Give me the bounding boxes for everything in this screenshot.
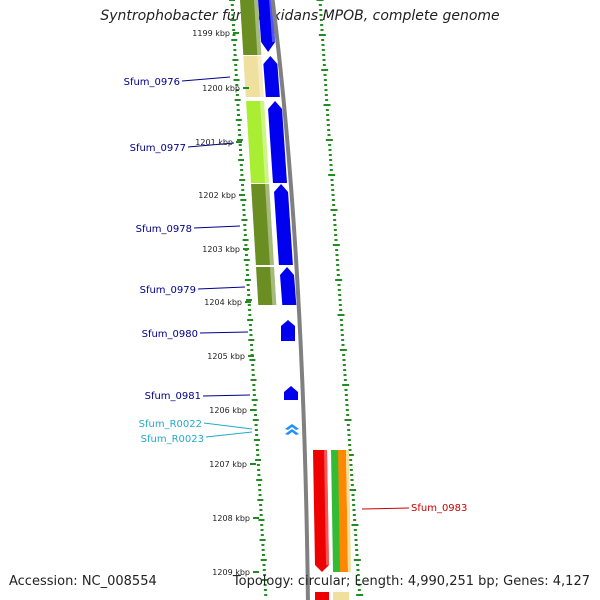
cog-segment — [243, 56, 264, 97]
cog-segment — [333, 592, 349, 600]
cds-arrow-highlight — [269, 0, 276, 42]
kbp-label: 1208 kbp — [212, 514, 250, 523]
cog-segment — [338, 450, 348, 572]
kbp-label: 1204 kbp — [204, 298, 242, 307]
cds-forward-arrow — [284, 386, 298, 400]
cog-segment-highlight — [270, 267, 277, 305]
cds-forward-arrow — [274, 184, 293, 265]
kbp-label: 1207 kbp — [209, 460, 247, 469]
cog-segment-highlight — [265, 184, 274, 265]
kbp-label: 1200 kbp — [202, 84, 240, 93]
cog-segment-highlight — [260, 101, 269, 183]
gene-label-leader — [181, 76, 231, 82]
gene-label: Sfum_R0023 — [141, 434, 204, 445]
cog-segment — [246, 101, 269, 183]
rna-feature — [285, 424, 299, 430]
cog-segment — [251, 184, 274, 265]
cds-arrow-highlight — [324, 450, 329, 565]
gene-label: Sfum_0976 — [124, 77, 180, 88]
gc-skew-track-right — [316, 0, 364, 596]
cog-segment — [239, 0, 262, 55]
rna-feature — [285, 429, 299, 435]
kbp-label: 1199 kbp — [192, 29, 230, 38]
cog-segment — [346, 450, 351, 572]
cds-forward-arrow — [280, 267, 297, 305]
gene-label-leader — [202, 394, 251, 397]
kbp-label: 1203 kbp — [202, 245, 240, 254]
cds-forward-arrow — [268, 101, 287, 183]
gene-label: Sfum_0978 — [136, 224, 192, 235]
cog-segment-highlight — [253, 0, 262, 55]
gene-label: Sfum_0979 — [140, 285, 196, 296]
topology-text: Topology: circular; Length: 4,990,251 bp… — [232, 574, 590, 589]
gene-label: Sfum_R0022 — [139, 419, 202, 430]
gene-label-leader — [193, 225, 241, 229]
accession-text: Accession: NC_008554 — [9, 574, 157, 589]
cog-segment — [256, 267, 277, 305]
gene-label-leader — [199, 331, 249, 334]
gene-label-leader — [361, 507, 410, 510]
kbp-label: 1201 kbp — [195, 138, 233, 147]
gene-label: Sfum_0981 — [145, 391, 201, 402]
gene-label-leader — [197, 286, 246, 290]
gene-label: Sfum_0980 — [142, 329, 198, 340]
cog-feature-track — [239, 0, 277, 305]
cds-feature-track — [258, 0, 351, 600]
kbp-label: 1206 kbp — [209, 406, 247, 415]
kbp-label: 1202 kbp — [198, 191, 236, 200]
kbp-label: 1205 kbp — [207, 352, 245, 361]
genome-backbone — [270, 0, 310, 600]
genome-title: Syntrophobacter fumaroxidans MPOB, compl… — [100, 8, 500, 24]
gene-label: Sfum_0983 — [411, 503, 467, 514]
gene-labels: Sfum_0976 Sfum_0977 Sfum_0978 Sfum_0979 Sfum… — [124, 77, 468, 514]
gene-label-leader — [187, 142, 235, 148]
label-leader-lines — [181, 76, 410, 510]
cds-reverse-arrow — [315, 592, 329, 600]
kbp-label: 1209 kbp — [212, 568, 250, 577]
cds-forward-arrow — [281, 320, 295, 341]
cog-segment-highlight — [257, 56, 264, 97]
gene-label-leader — [203, 422, 253, 430]
kbp-axis-labels: 1199 kbp 1200 kbp 1201 kbp 1202 kbp 1203 kbp… — [192, 29, 259, 577]
cds-forward-arrow — [263, 56, 280, 97]
gc-skew-track-left — [229, 0, 268, 596]
gene-label-leader — [205, 431, 253, 438]
gene-label: Sfum_0977 — [130, 143, 186, 154]
